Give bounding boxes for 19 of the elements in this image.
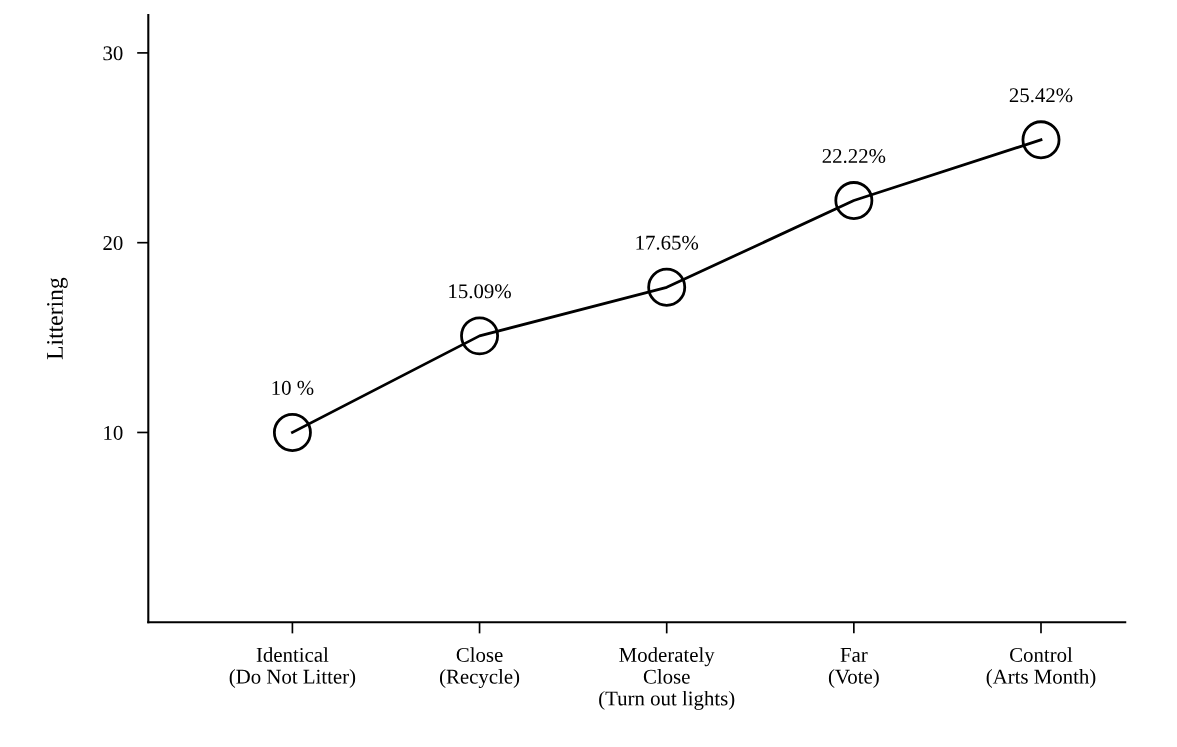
x-tick-label: Identical (Do Not Litter) bbox=[229, 647, 356, 688]
point bbox=[1021, 120, 1061, 160]
y-tick-label: 30 bbox=[103, 46, 123, 61]
data-label: 22.22% bbox=[822, 148, 886, 164]
data-label: 25.42% bbox=[1009, 88, 1073, 103]
x-tick-label: Far (Vote) bbox=[828, 648, 879, 688]
x-tick-label: Control (Arts Month) bbox=[986, 647, 1096, 688]
x-tick-label: Close (Recycle) bbox=[439, 647, 520, 688]
data-label: 10 % bbox=[272, 380, 314, 395]
point bbox=[647, 267, 687, 307]
y-tick-label: 10 bbox=[104, 425, 123, 440]
y-tick-label: 20 bbox=[103, 236, 123, 251]
point bbox=[460, 316, 499, 356]
x-tick-label: Moderately Close (Turn out lights) bbox=[599, 647, 735, 710]
data-label: 15.09% bbox=[449, 284, 511, 299]
point bbox=[272, 413, 312, 452]
data-label: 17.65% bbox=[636, 235, 699, 250]
point bbox=[834, 181, 874, 220]
y-axis-title: Littering bbox=[47, 277, 68, 360]
